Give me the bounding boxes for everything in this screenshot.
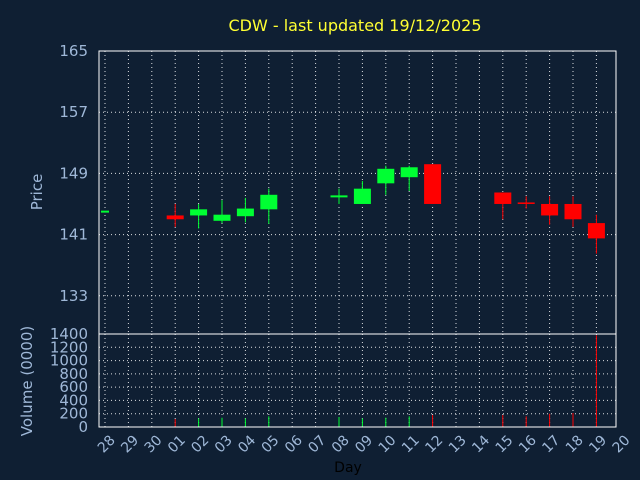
x-tick-label: 09	[352, 432, 376, 456]
x-tick-label: 13	[446, 432, 470, 456]
volume-y-tick-label: 400	[59, 391, 88, 409]
volume-y-tick-label: 200	[59, 405, 88, 423]
x-tick-label: 19	[586, 432, 610, 456]
x-tick-label: 29	[118, 432, 142, 456]
price-y-tick-label: 149	[59, 164, 88, 182]
candle-body	[517, 202, 535, 204]
x-ticks: 28 29 30 01 02 03 04 05 06 07 08 09 10 11 12 13 14 15 16 17…	[95, 432, 634, 456]
volume-y-tick-label: 800	[59, 365, 88, 383]
candle	[564, 196, 582, 227]
candle	[517, 196, 535, 209]
volume-y-tick-label: 1000	[50, 352, 88, 370]
candle-body	[377, 168, 395, 184]
candle	[587, 214, 605, 254]
candle-body	[353, 188, 371, 204]
x-tick-label: 05	[259, 432, 283, 456]
candle	[541, 196, 559, 225]
candle-body	[541, 203, 559, 216]
candle	[400, 165, 418, 191]
candle	[166, 203, 184, 227]
candle-body	[213, 214, 231, 221]
x-tick-label: 15	[493, 432, 517, 456]
candle	[330, 188, 348, 204]
candle-body	[587, 223, 605, 239]
price-axis-label: Price	[28, 174, 46, 211]
candle-body	[564, 203, 582, 220]
volume-y-tick-label: 1200	[50, 338, 88, 356]
candle	[213, 200, 231, 224]
x-tick-label: 02	[188, 432, 212, 456]
price-y-tick-label: 165	[59, 42, 88, 60]
x-tick-label: 18	[563, 432, 587, 456]
x-tick-label: 11	[399, 432, 423, 456]
x-axis-label: Day	[334, 460, 362, 476]
candle-body	[166, 215, 184, 220]
candle-body	[494, 192, 512, 204]
volume-y-tick-label: 1400	[50, 325, 88, 343]
volume-y-tick-label: 0	[78, 418, 88, 436]
x-tick-label: 06	[282, 432, 306, 456]
candle	[190, 203, 208, 229]
candle-body	[236, 208, 254, 217]
x-tick-label: 10	[376, 432, 400, 456]
candles	[101, 164, 605, 254]
x-tick-label: 20	[610, 432, 634, 456]
x-tick-label: 08	[329, 432, 353, 456]
candle-body	[424, 164, 442, 204]
candle	[236, 197, 254, 223]
x-tick-label: 28	[95, 432, 119, 456]
chart-title: CDW - last updated 19/12/2025	[228, 16, 481, 35]
candle-body	[190, 209, 208, 216]
volume-grid	[99, 334, 616, 427]
x-tick-label: 16	[516, 432, 540, 456]
price-y-ticks: 133 141 149 157 165	[59, 42, 88, 305]
volume-bars	[174, 335, 597, 427]
price-y-tick-label: 157	[59, 103, 88, 121]
x-tick-label: 07	[305, 432, 329, 456]
x-tick-label: 14	[469, 432, 493, 456]
candle	[494, 192, 512, 220]
x-tick-label: 03	[212, 432, 236, 456]
price-y-tick-label: 133	[59, 287, 88, 305]
price-y-tick-label: 141	[59, 226, 88, 244]
candle	[424, 164, 442, 204]
candle-body	[260, 194, 278, 210]
candle	[353, 181, 371, 204]
candle	[377, 165, 395, 195]
x-tick-label: 17	[539, 432, 563, 456]
x-tick-label: 12	[422, 432, 446, 456]
volume-axis-label: Volume (0000)	[18, 326, 36, 436]
candle-body	[400, 167, 418, 178]
x-tick-label: 30	[142, 432, 166, 456]
x-tick-label: 01	[165, 432, 189, 456]
x-tick-label: 04	[235, 432, 259, 456]
volume-y-tick-label: 600	[59, 378, 88, 396]
candle	[260, 188, 278, 224]
volume-panel-frame	[98, 333, 617, 428]
